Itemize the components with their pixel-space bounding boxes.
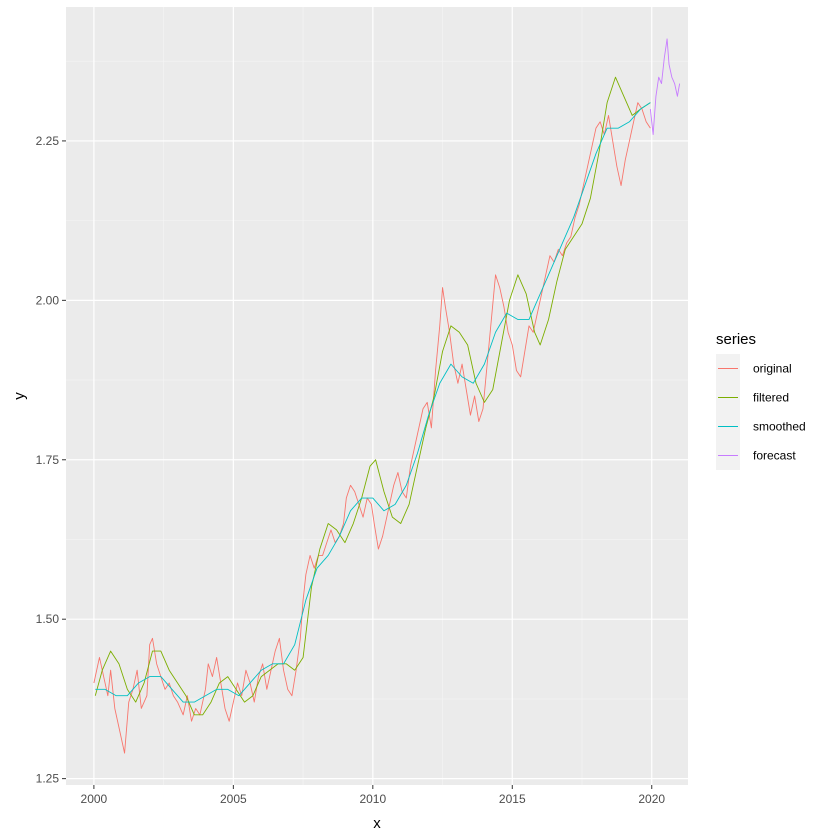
x-axis-title: x xyxy=(373,815,381,832)
grid-major xyxy=(66,7,688,785)
y-tick-label: 2.25 xyxy=(36,134,60,148)
panel-background xyxy=(66,7,688,785)
series-line-forecast xyxy=(649,38,681,135)
legend-item-smoothed: smoothed xyxy=(716,412,806,441)
x-tick-label: 2010 xyxy=(359,792,386,806)
x-tick-label: 2005 xyxy=(220,792,247,806)
legend: series original filtered smoothed forecast xyxy=(716,331,806,470)
legend-label: smoothed xyxy=(753,420,806,434)
y-axis-title: y xyxy=(11,392,28,400)
x-tick-label: 2020 xyxy=(638,792,665,806)
legend-items: original filtered smoothed forecast xyxy=(716,354,806,470)
legend-item-forecast: forecast xyxy=(716,441,796,470)
y-tick-label: 1.25 xyxy=(36,772,60,786)
y-axis: 1.25 1.50 1.75 2.00 2.25 xyxy=(36,134,66,786)
y-tick-label: 1.75 xyxy=(36,453,60,467)
legend-label: forecast xyxy=(753,449,796,463)
x-tick-label: 2015 xyxy=(499,792,526,806)
legend-item-filtered: filtered xyxy=(716,383,789,412)
legend-label: filtered xyxy=(753,391,789,405)
legend-item-original: original xyxy=(716,354,792,383)
series-line-smoothed xyxy=(95,102,651,703)
legend-title: series xyxy=(716,331,756,348)
x-tick-label: 2000 xyxy=(81,792,108,806)
legend-label: original xyxy=(753,362,792,376)
y-tick-label: 1.50 xyxy=(36,612,60,626)
y-tick-label: 2.00 xyxy=(36,293,60,307)
x-axis: 2000 2005 2010 2015 2020 xyxy=(81,785,665,806)
series-lines xyxy=(93,38,681,754)
series-line-filtered xyxy=(94,76,651,716)
